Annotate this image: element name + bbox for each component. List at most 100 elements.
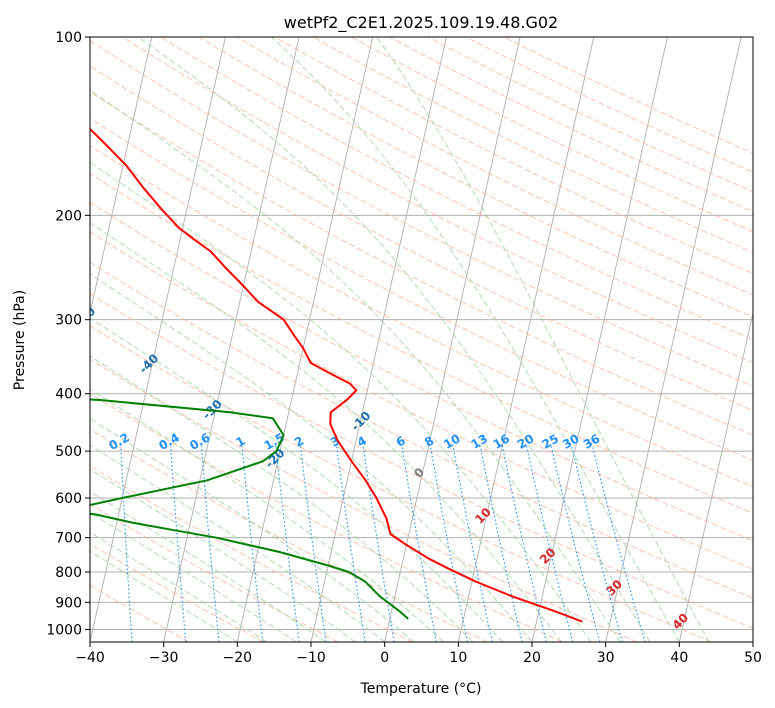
y-axis-label: Pressure (hPa) bbox=[12, 290, 28, 390]
dry-adiabat-line bbox=[90, 117, 753, 462]
temperature-profile bbox=[90, 127, 583, 623]
dry-adiabat-line bbox=[122, 37, 753, 364]
moist-adiabat-line bbox=[137, 37, 651, 642]
mixing-ratio-line bbox=[336, 445, 366, 642]
mixing-ratio-label: 0.6 bbox=[187, 430, 212, 453]
isotherm-line bbox=[384, 37, 521, 642]
y-tick-label: 1000 bbox=[46, 622, 82, 638]
mixing-ratio-line bbox=[571, 445, 623, 642]
isotherm-label: -60 bbox=[10, 257, 35, 282]
dry-adiabat-line bbox=[90, 584, 190, 642]
isotherm-line bbox=[90, 37, 153, 315]
dry-adiabat-line bbox=[90, 503, 339, 642]
y-tick-label: 600 bbox=[55, 491, 82, 507]
isotherm-line bbox=[163, 37, 300, 642]
profiles bbox=[90, 127, 583, 623]
dewpoint-profile bbox=[90, 398, 409, 620]
mixing-ratio-label: 0.2 bbox=[106, 430, 131, 453]
mixing-ratio-line bbox=[591, 445, 646, 642]
x-tick-label: 0 bbox=[380, 650, 389, 666]
dry-adiabat-line bbox=[160, 37, 753, 341]
y-tick-label: 800 bbox=[55, 565, 82, 581]
x-tick-label: −10 bbox=[296, 650, 326, 666]
mixing-ratio-label: 20 bbox=[515, 431, 536, 451]
isotherm-label: -50 bbox=[73, 304, 98, 329]
y-tick-label: 500 bbox=[55, 444, 82, 460]
dry-adiabat-line bbox=[90, 428, 488, 642]
x-axis: −40 −30 −20 −10 0 10 20 30 40 50 bbox=[75, 642, 762, 666]
mixing-ratio-label: 13 bbox=[469, 431, 490, 451]
y-tick-label: 900 bbox=[55, 595, 82, 611]
moist-adiabat-line bbox=[90, 531, 268, 642]
y-axis: 100 200 300 400 500 600 700 800 900 1000 bbox=[46, 30, 90, 638]
dry-adiabat-line bbox=[90, 261, 753, 599]
moist-adiabat-line bbox=[90, 417, 415, 642]
isotherm-line bbox=[0, 37, 4, 642]
plot-frame bbox=[89, 36, 754, 643]
mixing-ratio-line bbox=[401, 445, 437, 642]
dry-adiabat-line bbox=[198, 37, 753, 318]
moist-adiabat-line bbox=[90, 490, 326, 642]
mixing-ratio-label: 4 bbox=[355, 433, 369, 449]
dry-adiabat-line bbox=[90, 173, 753, 514]
y-tick-label: 400 bbox=[55, 387, 82, 403]
dry-adiabat-line bbox=[90, 358, 638, 642]
moist-adiabat-line bbox=[90, 355, 474, 642]
x-tick-label: 30 bbox=[597, 650, 615, 666]
moist-adiabat-line bbox=[90, 468, 356, 642]
x-tick-label: −20 bbox=[223, 650, 253, 666]
moist-adiabat-line bbox=[90, 388, 444, 642]
y-tick-label: 300 bbox=[55, 313, 82, 329]
mixing-ratio-label: 2 bbox=[292, 433, 306, 449]
dry-adiabat-line bbox=[90, 465, 414, 642]
mixing-ratio-line bbox=[429, 445, 469, 642]
moist-adiabat-line bbox=[90, 550, 238, 642]
isotherm-line bbox=[605, 37, 742, 642]
dry-adiabat-line bbox=[90, 325, 712, 642]
x-tick-label: −30 bbox=[149, 650, 179, 666]
mixing-ratio-line bbox=[550, 445, 601, 642]
isotherm-label: -40 bbox=[136, 351, 161, 376]
mixing-ratio-label: 8 bbox=[422, 433, 436, 449]
moist-adiabat-line bbox=[90, 273, 533, 642]
moist-adiabat-line bbox=[271, 37, 680, 642]
mixing-ratio-line bbox=[501, 445, 547, 642]
mixing-ratio-line bbox=[241, 445, 264, 642]
mixing-ratio-line bbox=[200, 445, 220, 642]
y-tick-label: 700 bbox=[55, 531, 82, 547]
isotherm-label: 20 bbox=[537, 545, 559, 567]
dry-adiabat-line bbox=[465, 37, 753, 173]
moist-adiabat-line bbox=[90, 444, 385, 642]
moist-adiabat-line bbox=[90, 511, 297, 642]
moist-adiabat-line bbox=[90, 89, 621, 642]
background-lines bbox=[0, 37, 753, 642]
dry-adiabat-line bbox=[90, 40, 753, 387]
mixing-ratio-line bbox=[526, 445, 574, 642]
mixing-ratio-line bbox=[479, 445, 523, 642]
isotherm-line bbox=[90, 37, 226, 642]
moist-adiabat-line bbox=[90, 161, 592, 642]
mixing-ratio-line bbox=[275, 445, 300, 642]
dry-adiabat-line bbox=[90, 145, 753, 488]
x-tick-label: 20 bbox=[523, 650, 541, 666]
moist-adiabat-line bbox=[90, 317, 503, 642]
isotherm-label: 10 bbox=[472, 505, 494, 527]
dry-adiabat-line bbox=[427, 37, 753, 193]
dry-adiabat-line bbox=[236, 37, 753, 296]
mixing-ratio-label: 36 bbox=[581, 431, 602, 451]
mixing-ratio-label: 1 bbox=[233, 433, 247, 449]
isotherm-line bbox=[678, 310, 753, 642]
isotherm-line bbox=[752, 639, 753, 642]
isotherm-label: 0 bbox=[411, 465, 427, 481]
moist-adiabat-line bbox=[376, 37, 710, 642]
isotherm-line bbox=[236, 37, 374, 642]
mixing-ratio-line bbox=[362, 445, 395, 642]
mixing-ratio-label: 25 bbox=[540, 431, 561, 451]
dry-adiabat-line bbox=[90, 231, 753, 570]
x-axis-label: Temperature (°C) bbox=[360, 681, 482, 697]
y-tick-label: 100 bbox=[55, 30, 82, 46]
x-tick-label: −40 bbox=[75, 650, 105, 666]
dry-adiabat-line bbox=[90, 293, 753, 629]
dry-adiabat-line bbox=[90, 201, 753, 542]
